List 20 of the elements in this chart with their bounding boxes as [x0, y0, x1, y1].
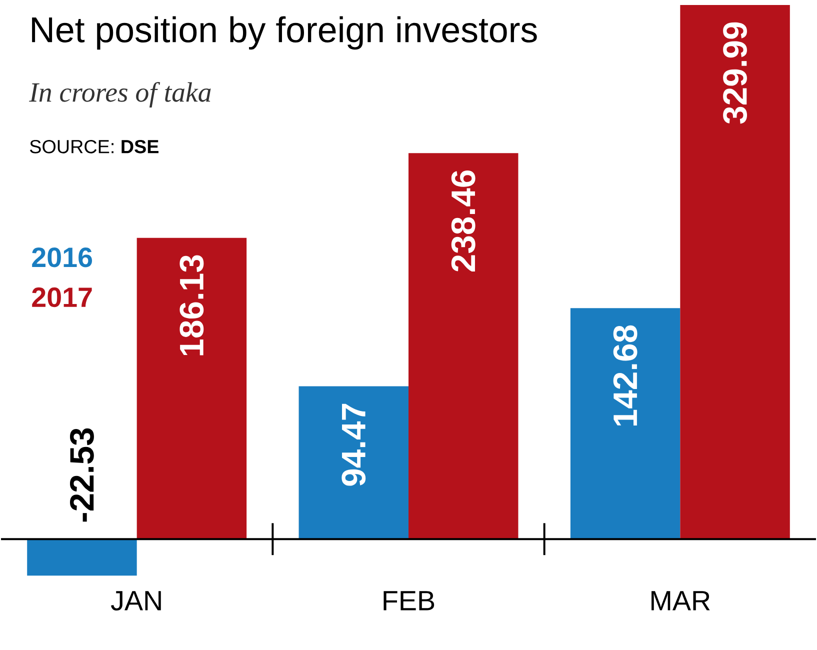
data-label: 186.13: [180, 255, 204, 356]
text: 2016: [32, 247, 92, 268]
x-tick-label: MAR: [652, 590, 710, 610]
bar: [570, 308, 680, 539]
x-tick-label: FEB: [384, 590, 434, 610]
series-label: 2017: [32, 287, 92, 307]
data-label: 94.47: [342, 404, 366, 486]
bar: [136, 238, 247, 539]
text: In crores of taka: [29, 82, 211, 108]
data-label: 238.46: [451, 170, 476, 272]
chart-title: Net position by foreign investors: [32, 16, 537, 50]
annotation: SOURCE: DSE: [30, 140, 158, 154]
x-tick-label: JAN: [110, 590, 161, 610]
data-label: 329.99: [723, 22, 748, 124]
data-label: -22.53: [70, 428, 94, 522]
bar: [27, 538, 137, 576]
bar: [680, 4, 790, 539]
data-label: 142.68: [613, 325, 638, 426]
bar: [298, 386, 409, 539]
bar: [408, 152, 518, 539]
